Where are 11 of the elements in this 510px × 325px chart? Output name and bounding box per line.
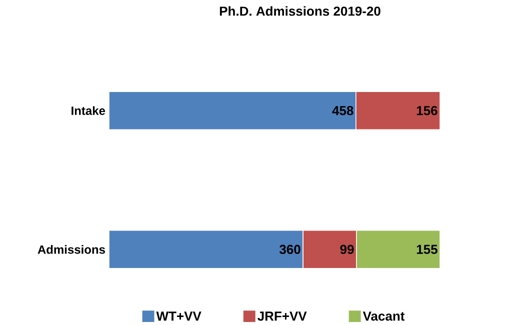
chart-title: Ph.D. Admissions 2019-20 <box>220 6 380 16</box>
data-label: 156 <box>416 106 438 116</box>
data-label: 360 <box>279 244 300 254</box>
legend-label: Vacant <box>362 312 405 321</box>
data-label: 99 <box>340 244 354 254</box>
data-label: 155 <box>416 244 438 254</box>
legend-label: WT+VV <box>156 312 202 321</box>
data-label: 458 <box>332 106 354 116</box>
y-tick-label: Intake <box>72 106 106 115</box>
legend-label: JRF+VV <box>258 312 307 321</box>
y-tick-label: Admissions <box>38 245 105 254</box>
